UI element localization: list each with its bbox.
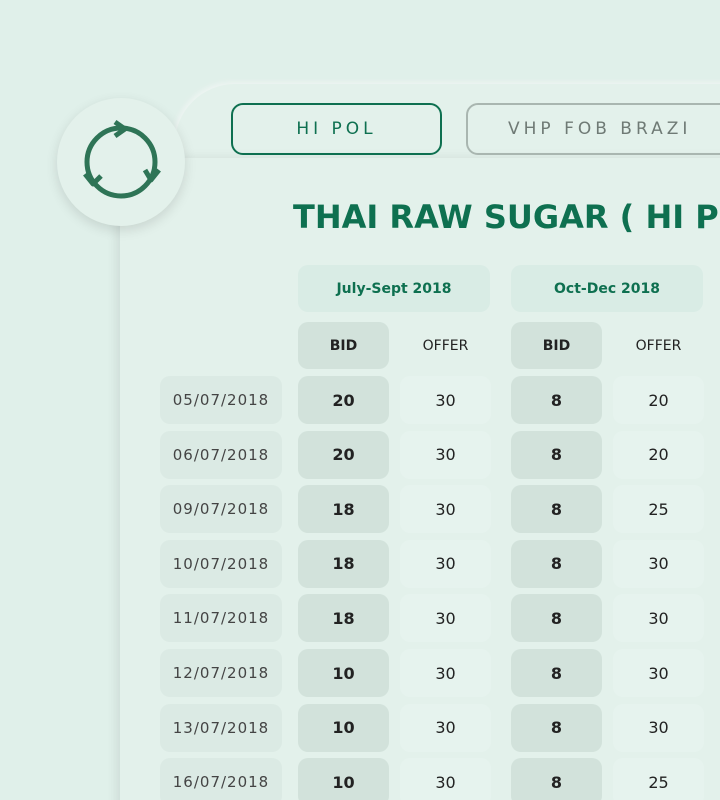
column-header: BID (511, 322, 602, 369)
offer-cell: 30 (400, 430, 491, 479)
column-header: BID (298, 322, 389, 369)
offer-cell: 30 (613, 594, 704, 643)
date-cell: 11/07/2018 (160, 594, 282, 643)
offer-cell: 30 (400, 758, 491, 800)
bid-cell: 8 (511, 649, 602, 697)
bid-cell: 8 (511, 485, 602, 534)
bid-cell: 8 (511, 594, 602, 643)
refresh-button[interactable] (57, 98, 185, 226)
column-header: OFFER (635, 337, 682, 354)
bid-cell: 20 (298, 376, 389, 424)
date-cell: 12/07/2018 (160, 649, 282, 697)
bid-cell: 10 (298, 758, 389, 800)
date-cell: 16/07/2018 (160, 758, 282, 800)
date-cell: 05/07/2018 (160, 376, 282, 424)
offer-cell: 30 (400, 703, 491, 752)
group-header: Oct-Dec 2018 (511, 265, 703, 312)
column-header: OFFER (422, 337, 469, 354)
bid-cell: 8 (511, 430, 602, 479)
bid-cell: 8 (511, 539, 602, 588)
offer-cell: 30 (613, 539, 704, 588)
date-cell: 13/07/2018 (160, 703, 282, 752)
bid-cell: 8 (511, 758, 602, 800)
bid-cell: 18 (298, 539, 389, 588)
bid-cell: 18 (298, 594, 389, 643)
offer-cell: 30 (400, 485, 491, 534)
date-cell: 09/07/2018 (160, 485, 282, 534)
bid-cell: 8 (511, 376, 602, 424)
offer-cell: 30 (400, 376, 491, 424)
offer-cell: 25 (613, 758, 704, 800)
offer-cell: 30 (400, 594, 491, 643)
offer-cell: 30 (400, 649, 491, 697)
offer-cell: 25 (613, 485, 704, 534)
title: THAI RAW SUGAR ( HI PO (293, 198, 720, 236)
date-cell: 06/07/2018 (160, 430, 282, 479)
group-header: July-Sept 2018 (298, 265, 490, 312)
bid-cell: 20 (298, 430, 389, 479)
bid-cell: 18 (298, 485, 389, 534)
tab[interactable]: HI POL (231, 103, 442, 155)
bid-cell: 10 (298, 703, 389, 752)
refresh-icon (83, 119, 161, 199)
offer-cell: 30 (400, 539, 491, 588)
offer-cell: 30 (613, 649, 704, 697)
offer-cell: 30 (613, 703, 704, 752)
bid-cell: 8 (511, 703, 602, 752)
offer-cell: 20 (613, 430, 704, 479)
tab[interactable]: VHP FOB BRAZI (466, 103, 720, 155)
date-cell: 10/07/2018 (160, 539, 282, 588)
bid-cell: 10 (298, 649, 389, 697)
offer-cell: 20 (613, 376, 704, 424)
